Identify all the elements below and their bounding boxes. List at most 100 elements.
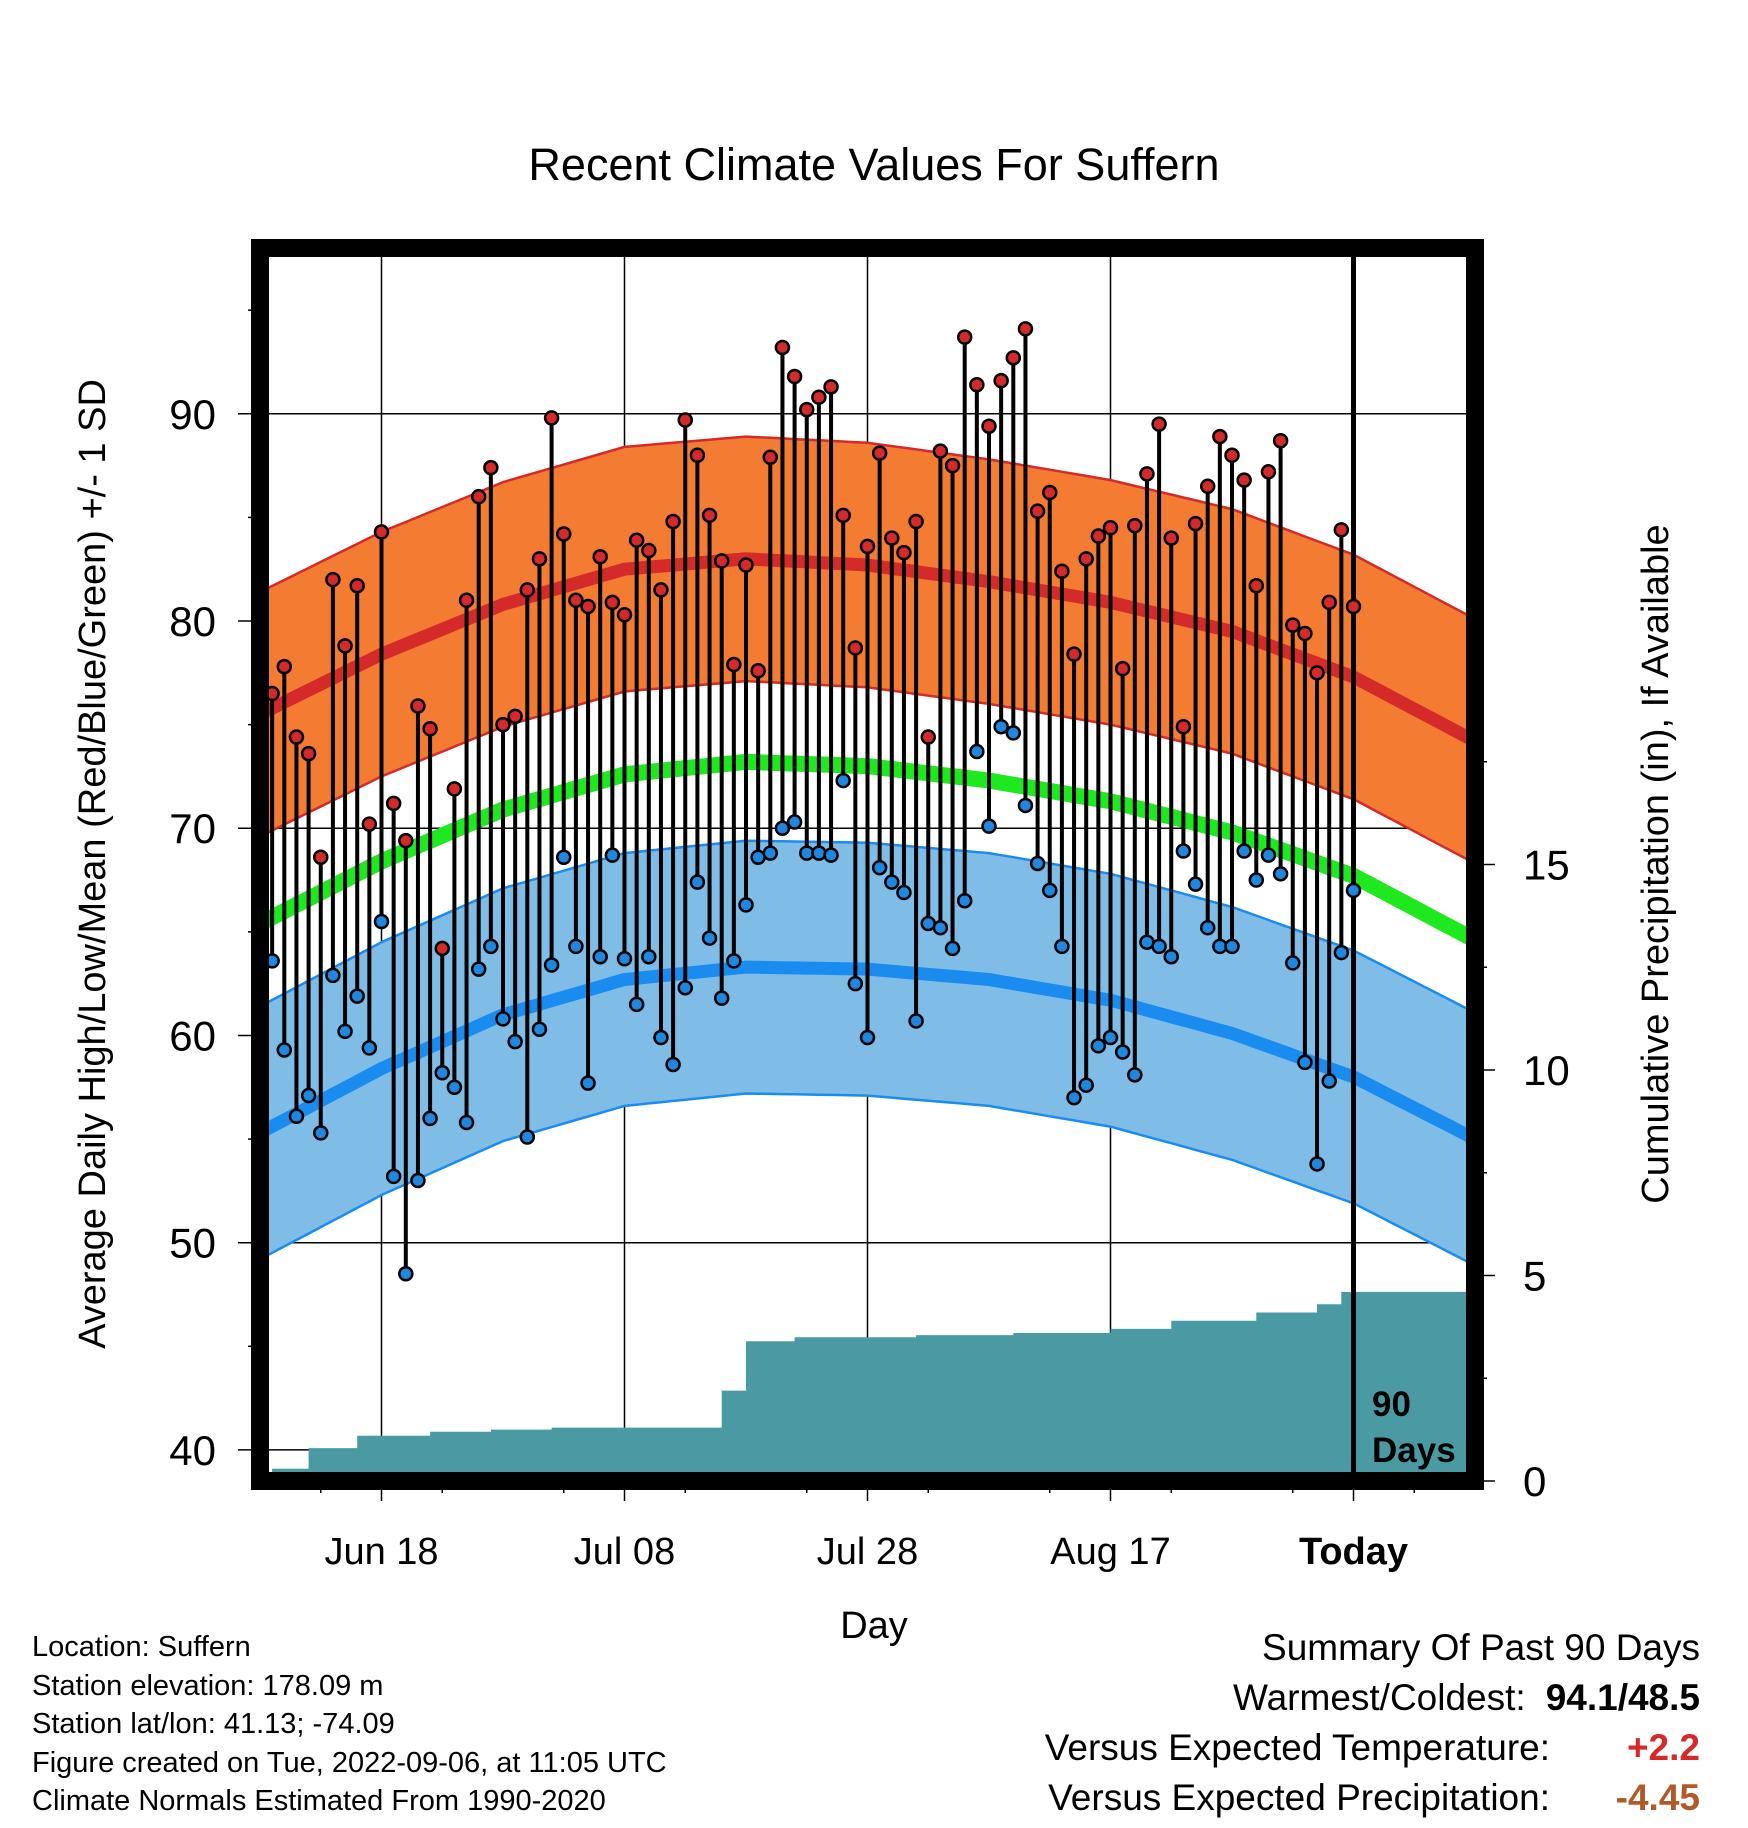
high-point [458,592,475,609]
low-point [932,919,949,936]
high-point [337,638,353,654]
x-tick-label: Jul 08 [574,1531,675,1573]
low-point [519,1129,536,1145]
low-point [349,988,365,1004]
high-point [1187,515,1204,532]
high-point [1139,466,1155,482]
low-point [1175,843,1192,859]
low-point [1187,876,1204,892]
low-point [956,893,973,909]
high-point [1066,646,1082,662]
high-point [1090,528,1107,544]
low-point [507,1033,523,1050]
low-point [653,1029,669,1046]
today-days-label-1: 90 [1372,1385,1411,1424]
low-point [1151,938,1167,955]
high-point [1114,660,1131,677]
low-point [847,975,864,992]
high-point [1175,718,1192,735]
high-point [313,849,329,865]
high-point [762,449,779,466]
high-point [276,658,293,675]
low-point [677,980,693,996]
high-point [1017,321,1034,337]
low-point [1333,944,1350,961]
summary-panel: Summary Of Past 90 Days Warmest/Coldest:… [1045,1623,1700,1823]
high-point [799,401,815,418]
high-point [944,457,961,474]
low-point [495,1011,511,1027]
high-point [1224,447,1240,463]
high-point [1345,598,1362,615]
warmest-coldest-value: 94.1/48.5 [1545,1677,1700,1718]
high-point [446,781,463,797]
right-axis: 0 5 10 15 [1479,761,1570,1505]
precipitation-value: -4.45 [1615,1777,1700,1818]
high-point [1212,428,1228,445]
high-point [361,816,378,832]
daily-range-bars [270,328,1356,1274]
high-point [410,698,426,714]
summary-heading: Summary Of Past 90 Days [1262,1627,1700,1668]
temperature-value: +2.2 [1626,1727,1700,1768]
low-point [981,818,997,834]
left-axis: 40 50 60 70 80 90 [169,309,256,1474]
high-point [726,656,742,673]
high-point [884,530,900,546]
low-point [1114,1044,1131,1060]
precipitation-area [260,1291,1475,1481]
high-point [713,553,730,569]
x-tick-label: Today [1299,1531,1408,1573]
high-point [993,372,1009,389]
high-point [519,582,536,598]
low-point [373,913,390,930]
low-point [786,814,803,830]
high-point [507,708,523,725]
high-point [908,513,924,530]
y-tick-label: 40 [169,1427,216,1474]
high-point [774,339,791,356]
high-point [1321,594,1337,611]
bottom-axis: Jun 18 Jul 08 Jul 28 Aug 17 Today [320,1485,1415,1573]
high-point [531,551,548,567]
low-point [434,1065,450,1081]
high-point [616,607,633,623]
high-point [932,443,949,459]
low-point [568,938,584,955]
summary-temperature: Versus Expected Temperature: +2.2 [1045,1723,1700,1773]
high-point [1054,563,1070,580]
low-point [1260,847,1277,863]
high-point [628,532,645,548]
high-point [835,507,851,524]
created-line: Figure created on Tue, 2022-09-06, at 11… [32,1746,667,1779]
high-point [1005,350,1022,366]
high-point [1309,665,1325,681]
high-point [786,368,803,385]
y-tick-label: 90 [169,391,216,438]
y2-tick-label: 0 [1523,1458,1546,1505]
x-tick-label: Aug 17 [1050,1531,1170,1573]
low-point [1090,1038,1107,1054]
high-point [738,557,754,573]
low-point [470,961,487,977]
low-point [325,967,341,984]
high-point [325,571,341,588]
low-point [641,948,657,965]
high-point [1297,625,1313,642]
high-point [653,582,669,598]
high-point [823,379,839,395]
plot-area: 90 Days [251,239,1484,1490]
chart-title: Recent Climate Values For Suffern [528,139,1219,190]
low-point [1321,1073,1337,1089]
low-point [1029,855,1046,872]
low-point [1066,1089,1082,1106]
high-point [1042,484,1058,501]
precipitation-label: Versus Expected Precipitation: [1048,1777,1550,1818]
low-point [774,820,791,836]
low-point [1127,1067,1143,1083]
low-point [689,874,706,890]
low-point [313,1125,329,1141]
low-point [604,847,621,863]
normals-line: Climate Normals Estimated From 1990-2020 [32,1785,606,1817]
low-point [871,859,888,876]
